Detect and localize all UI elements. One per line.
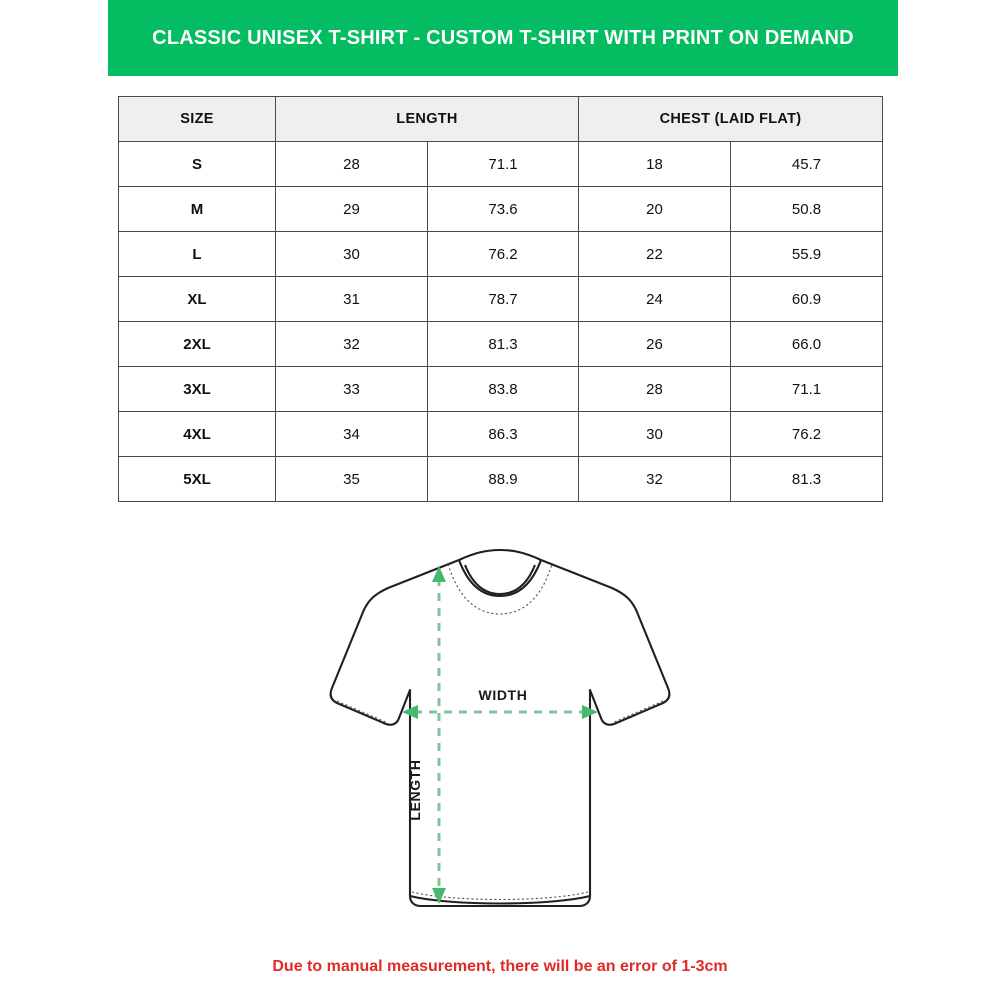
cell-chest-cm: 76.2 (730, 411, 884, 457)
cell-size: M (118, 186, 276, 232)
table-row: S 28 71.1 18 45.7 (118, 141, 884, 187)
width-label: WIDTH (479, 687, 528, 703)
cell-chest-inches: 26 (578, 321, 732, 367)
cell-length-cm: 83.8 (426, 366, 580, 412)
cell-chest-inches: 22 (578, 231, 732, 277)
table-row: 2XL 32 81.3 26 66.0 (118, 321, 884, 367)
cell-length-inches: 32 (275, 321, 428, 367)
header-banner: CLASSIC UNISEX T-SHIRT - CUSTOM T-SHIRT … (108, 0, 898, 76)
tshirt-body-outline (329, 548, 671, 908)
cell-length-inches: 29 (275, 186, 428, 232)
table-row: M 29 73.6 20 50.8 (118, 186, 884, 232)
cell-length-inches: 34 (275, 411, 428, 457)
cell-chest-cm: 45.7 (730, 141, 884, 187)
table-row: 4XL 34 86.3 30 76.2 (118, 411, 884, 457)
page-title: CLASSIC UNISEX T-SHIRT - CUSTOM T-SHIRT … (152, 26, 854, 49)
right-sleeve-hem-stitch (611, 700, 664, 724)
cell-chest-inches: 18 (578, 141, 732, 187)
cell-length-inches: 28 (275, 141, 428, 187)
cell-size: L (118, 231, 276, 277)
cell-chest-cm: 81.3 (730, 456, 884, 502)
table-header: SIZE LENGTH CHEST (LAID FLAT) (118, 96, 884, 142)
table-row: L 30 76.2 22 55.9 (118, 231, 884, 277)
table-row: 5XL 35 88.9 32 81.3 (118, 456, 884, 502)
cell-length-cm: 76.2 (426, 231, 580, 277)
length-arrow-head-top (432, 566, 446, 582)
cell-length-cm: 78.7 (426, 276, 580, 322)
table-body: S 28 71.1 18 45.7 M 29 73.6 20 50.8 L 30 76.2 22 55.9 X… (118, 141, 884, 502)
bottom-hem-curve (409, 894, 591, 905)
cell-chest-cm: 60.9 (730, 276, 884, 322)
cell-length-inches: 30 (275, 231, 428, 277)
collar-band (458, 559, 542, 598)
measurement-disclaimer: Due to manual measurement, there will be… (272, 958, 728, 975)
column-header-length: LENGTH (274, 96, 580, 142)
cell-size: 4XL (118, 411, 276, 457)
cell-size: S (118, 141, 276, 187)
column-header-size: SIZE (118, 96, 276, 142)
table-row: XL 31 78.7 24 60.9 (118, 276, 884, 322)
cell-chest-cm: 71.1 (730, 366, 884, 412)
cell-chest-inches: 28 (578, 366, 732, 412)
cell-length-inches: 35 (275, 456, 428, 502)
cell-length-cm: 71.1 (426, 141, 580, 187)
cell-length-cm: 86.3 (426, 411, 580, 457)
cell-size: XL (118, 276, 276, 322)
cell-size: 5XL (118, 456, 276, 502)
length-label: LENGTH (407, 759, 423, 820)
cell-chest-cm: 66.0 (730, 321, 884, 367)
tshirt-diagram: LENGTH WIDTH (296, 540, 704, 930)
column-header-chest: CHEST (LAID FLAT) (578, 96, 884, 142)
width-arrow-head-left (402, 705, 418, 719)
width-arrow-head-right (582, 705, 598, 719)
length-arrow-head-bottom (432, 888, 446, 904)
cell-chest-cm: 50.8 (730, 186, 884, 232)
collar-inner-band (464, 564, 536, 596)
cell-chest-inches: 32 (578, 456, 732, 502)
size-chart-table: SIZE LENGTH CHEST (LAID FLAT) S 28 71.1 18 4… (118, 96, 884, 502)
left-sleeve-hem-stitch (336, 700, 389, 724)
table-row: 3XL 33 83.8 28 71.1 (118, 366, 884, 412)
cell-size: 3XL (118, 366, 276, 412)
cell-size: 2XL (118, 321, 276, 367)
cell-length-inches: 31 (275, 276, 428, 322)
cell-chest-cm: 55.9 (730, 231, 884, 277)
cell-length-cm: 81.3 (426, 321, 580, 367)
bottom-hem-stitch (411, 891, 589, 901)
collar-stitch-line (447, 563, 553, 615)
cell-length-inches: 33 (275, 366, 428, 412)
cell-length-cm: 88.9 (426, 456, 580, 502)
cell-chest-inches: 20 (578, 186, 732, 232)
size-chart-table-container: SIZE LENGTH CHEST (LAID FLAT) S 28 71.1 18 4… (118, 96, 884, 502)
cell-chest-inches: 24 (578, 276, 732, 322)
cell-chest-inches: 30 (578, 411, 732, 457)
table-header-row: SIZE LENGTH CHEST (LAID FLAT) (118, 96, 884, 142)
cell-length-cm: 73.6 (426, 186, 580, 232)
